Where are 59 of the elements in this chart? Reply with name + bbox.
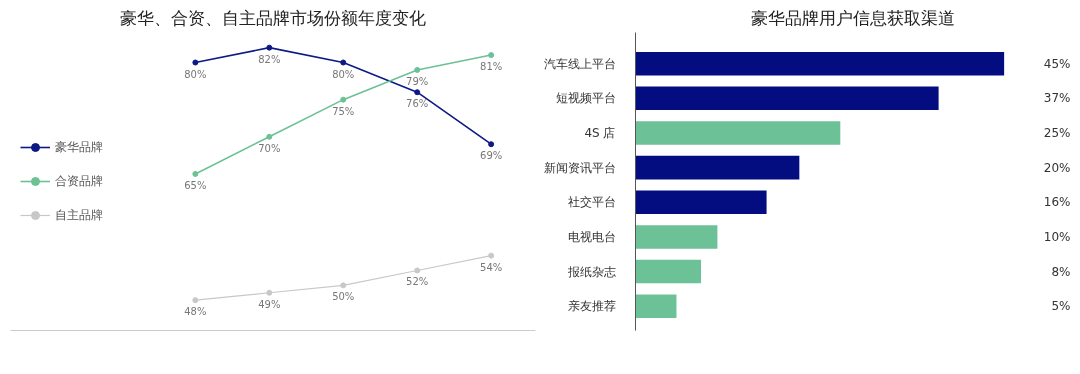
- data-label: 75%: [332, 105, 355, 117]
- data-label: 70%: [258, 142, 281, 154]
- data-label: 8%: [1051, 264, 1071, 279]
- data-label: 48%: [184, 306, 207, 318]
- point: [266, 289, 273, 296]
- data-label: 50%: [332, 291, 355, 303]
- data-label: 20%: [1043, 160, 1071, 175]
- data-label: 45%: [1043, 56, 1071, 71]
- legend-label: 合资品牌: [55, 172, 103, 190]
- point: [192, 59, 199, 66]
- point: [340, 59, 347, 66]
- point: [192, 170, 199, 177]
- data-label: 81%: [480, 61, 503, 73]
- point: [414, 66, 421, 73]
- point: [266, 133, 273, 140]
- point: [488, 52, 495, 59]
- bar: [635, 51, 1005, 76]
- point: [414, 89, 421, 96]
- point: [488, 252, 495, 259]
- point: [340, 96, 347, 103]
- bar: [635, 121, 841, 145]
- bar: [635, 294, 677, 319]
- point: [414, 267, 421, 274]
- data-label: 52%: [406, 276, 429, 288]
- data-label: 79%: [406, 75, 429, 87]
- point: [192, 297, 199, 304]
- data-label: 65%: [184, 179, 207, 191]
- data-label: 80%: [332, 68, 355, 80]
- bar: [635, 86, 939, 111]
- y-tick-label: 短视频平台: [555, 91, 616, 106]
- data-label: 82%: [258, 53, 281, 65]
- y-tick-label: 亲友推荐: [567, 299, 616, 314]
- data-label: 25%: [1043, 125, 1071, 140]
- bar: [635, 190, 767, 215]
- data-label: 10%: [1043, 229, 1071, 244]
- legend-label: 豪华品牌: [55, 138, 103, 156]
- data-label: 16%: [1043, 195, 1071, 210]
- y-tick-label: 4S 店: [584, 125, 616, 140]
- data-label: 76%: [406, 98, 429, 110]
- data-label: 49%: [258, 298, 281, 310]
- y-tick-label: 新闻资讯平台: [543, 160, 616, 175]
- point: [340, 282, 347, 289]
- bar: [635, 225, 718, 249]
- y-tick-label: 社交平台: [567, 195, 616, 210]
- chart-title: 豪华品牌用户信息获取渠道: [751, 7, 955, 28]
- data-label: 54%: [480, 261, 503, 273]
- data-label: 5%: [1051, 299, 1071, 314]
- y-tick-label: 报纸杂志: [566, 264, 616, 279]
- bar: [635, 155, 800, 180]
- data-label: 37%: [1043, 91, 1071, 106]
- y-tick-label: 电视电台: [567, 229, 616, 244]
- legend-label: 自主品牌: [55, 206, 103, 224]
- data-label: 69%: [480, 150, 503, 162]
- chart-title: 豪华、合资、自主品牌市场份额年度变化: [120, 7, 426, 28]
- point: [266, 44, 273, 51]
- bar: [635, 259, 702, 284]
- y-tick-label: 汽车线上平台: [543, 56, 616, 71]
- point: [488, 141, 495, 148]
- data-label: 80%: [184, 68, 207, 80]
